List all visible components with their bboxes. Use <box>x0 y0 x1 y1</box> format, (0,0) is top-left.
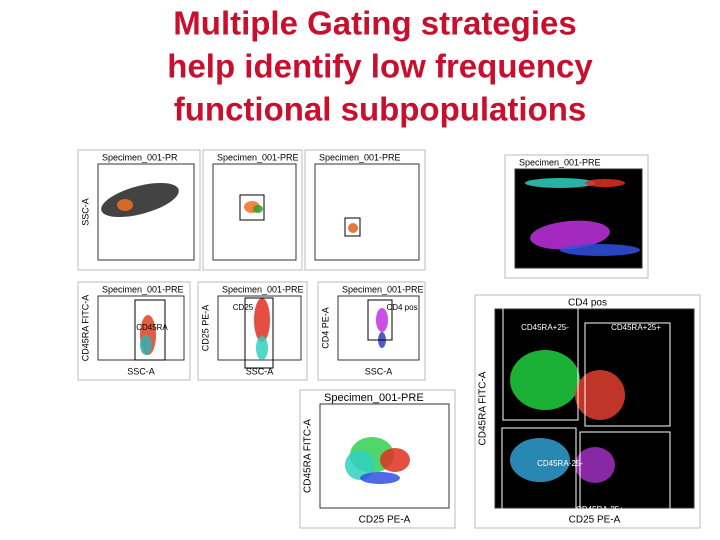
x-axis-label: SSC-A <box>127 366 155 376</box>
title-line: Multiple Gating strategies <box>173 5 576 42</box>
event-cluster <box>380 448 410 472</box>
event-cluster <box>376 308 388 332</box>
event-cluster <box>575 370 625 420</box>
gate-label: CD45RA-25+ <box>576 505 624 514</box>
plot-header: Specimen_001-PRE <box>319 152 401 162</box>
event-cluster <box>256 336 268 360</box>
gate <box>579 431 671 513</box>
gate <box>344 217 361 237</box>
y-axis-label: CD25 PE-A <box>200 305 210 352</box>
x-axis-label: CD25 PE-A <box>359 515 411 526</box>
title-line: help identify low frequency <box>167 48 593 85</box>
event-cluster <box>117 199 133 211</box>
gate <box>244 297 274 369</box>
y-axis-label: CD45RA FITC-A <box>478 371 489 445</box>
x-axis-label: CD25 PE-A <box>569 515 621 526</box>
event-cluster <box>360 472 400 484</box>
flow-plot: Specimen_001-PRE SSC-A CD4 PE-A CD4 pos <box>317 281 426 381</box>
flow-plot: Specimen_001-PRE <box>504 154 649 279</box>
gate-label: CD45RA+25+ <box>611 323 661 332</box>
gate-label: CD45RA-25- <box>537 459 583 468</box>
event-cluster <box>585 179 625 187</box>
y-axis-label: CD45RA FITC-A <box>303 419 314 493</box>
gate <box>584 322 671 427</box>
plot-header: Specimen_001-PRE <box>342 284 424 294</box>
plot-area <box>314 163 420 261</box>
event-cluster <box>530 220 610 250</box>
gate <box>501 427 577 514</box>
event-cluster <box>345 450 375 480</box>
flow-plot: CD4 pos CD25 PE-A CD45RA FITC-A CD45RA+25- C… <box>474 294 701 529</box>
y-axis-label: SSC-A <box>80 198 90 226</box>
event-cluster <box>348 223 358 233</box>
y-axis-label: CD4 PE-A <box>320 307 330 349</box>
x-axis-label: SSC-A <box>365 366 393 376</box>
gate <box>367 299 393 341</box>
event-cluster <box>140 335 152 355</box>
plot-header: Specimen_001-PRE <box>519 157 601 167</box>
plot-header: CD4 pos <box>568 298 607 309</box>
plot-header: Specimen_001-PR <box>102 152 178 162</box>
event-cluster <box>560 244 640 256</box>
gate <box>134 299 166 361</box>
gate-label: CD45RA+25- <box>521 323 569 332</box>
flow-plot: Specimen_001-PRE <box>304 149 426 271</box>
event-cluster <box>510 438 570 482</box>
title-line: functional subpopulations <box>174 91 586 128</box>
gate <box>239 194 265 221</box>
plot-header: Specimen_001-PRE <box>217 152 299 162</box>
gate-label: CD25 <box>233 303 254 312</box>
event-cluster <box>253 205 263 213</box>
flow-plot: Specimen_001-PRE <box>202 149 303 271</box>
event-cluster <box>525 178 595 188</box>
x-axis-label: SSC-A <box>246 366 274 376</box>
plot-header: Specimen_001-PRE <box>102 284 184 294</box>
event-cluster <box>510 350 580 410</box>
flow-plot: Specimen_001-PRE CD25 PE-A CD45RA FITC-A <box>299 389 456 529</box>
plot-header: Specimen_001-PRE <box>324 392 424 404</box>
gate-label: CD4 pos <box>386 303 417 312</box>
event-cluster <box>254 298 270 342</box>
flow-plot: Specimen_001-PRE SSC-A CD45RA FITC-A CD45RA <box>77 281 191 381</box>
y-axis-label: CD45RA FITC-A <box>80 295 90 362</box>
plot-header: Specimen_001-PRE <box>222 284 304 294</box>
event-cluster <box>575 447 615 483</box>
flow-plot: Specimen_001-PR SSC-A <box>77 149 201 271</box>
gate <box>502 306 579 421</box>
gate-label: CD45RA <box>136 323 168 332</box>
flow-plot: Specimen_001-PRE SSC-A CD25 PE-A CD25 <box>197 281 308 381</box>
